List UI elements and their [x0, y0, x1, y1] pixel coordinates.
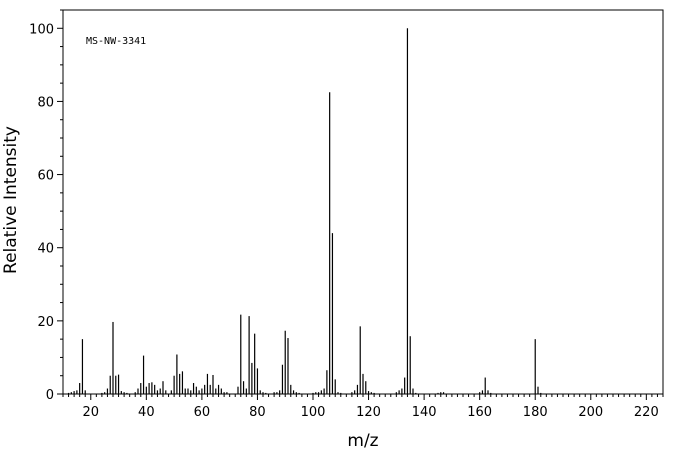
y-tick-label: 80: [37, 95, 54, 110]
spectrum-id-label: MS-NW-3341: [86, 36, 146, 47]
y-tick-label: 100: [29, 22, 54, 37]
x-tick-label: 20: [83, 405, 100, 420]
x-tick-label: 180: [523, 405, 548, 420]
spectrum-peaks: [67, 28, 542, 394]
x-tick-label: 60: [194, 405, 211, 420]
x-tick-label: 80: [249, 405, 266, 420]
axis-ticks: [57, 9, 664, 400]
x-axis-title: m/z: [347, 431, 378, 451]
x-tick-label: 120: [356, 405, 381, 420]
x-tick-label: 200: [578, 405, 603, 420]
x-tick-label: 100: [301, 405, 326, 420]
plot-frame: [62, 9, 664, 395]
y-tick-label: 40: [37, 242, 54, 257]
x-tick-label: 220: [634, 405, 659, 420]
x-tick-label: 160: [467, 405, 492, 420]
y-tick-label: 60: [37, 169, 54, 184]
y-axis-title: Relative Intensity: [1, 126, 21, 274]
y-tick-label: 0: [46, 388, 54, 403]
x-tick-label: 40: [138, 405, 155, 420]
y-tick-label: 20: [37, 315, 54, 330]
x-tick-label: 140: [412, 405, 437, 420]
axis-tick-labels: 20 40 60 80 100 120 140 160 180 200 220 0 20 40 60 80 10…: [29, 22, 659, 420]
